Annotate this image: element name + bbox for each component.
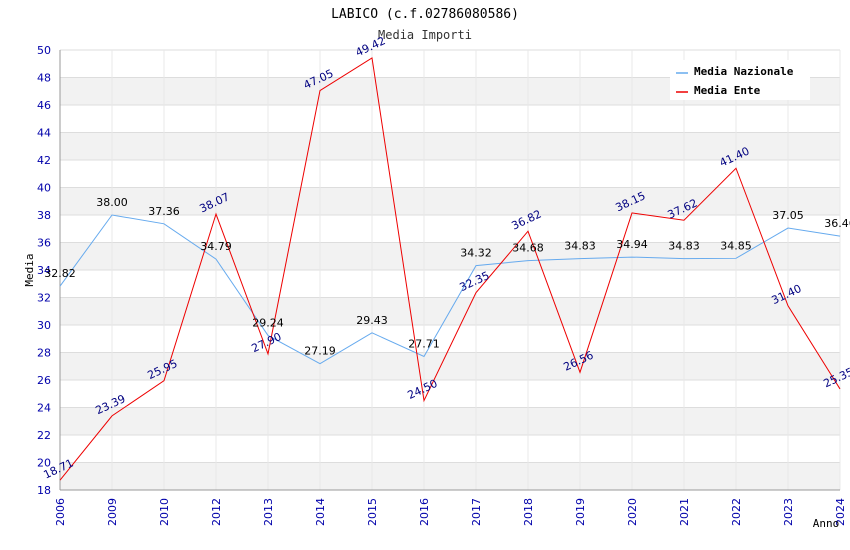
y-tick-label: 22: [37, 429, 51, 442]
x-axis-title: Anno: [813, 517, 840, 530]
x-tick-label: 2022: [730, 498, 743, 526]
y-tick-label: 30: [37, 319, 51, 332]
grid-band: [60, 352, 840, 380]
chart-title: LABICO (c.f.02786080586): [331, 7, 519, 22]
legend-box: [670, 60, 810, 100]
x-tick-label: 2023: [782, 498, 795, 526]
y-axis-title: Media: [23, 253, 36, 286]
x-tick-label: 2020: [626, 498, 639, 526]
grid-band: [60, 462, 840, 490]
x-tick-label: 2010: [158, 498, 171, 526]
series-line-nazionale: [59, 214, 841, 365]
y-tick-label: 20: [37, 457, 51, 470]
data-label-nazionale: 34.94: [616, 238, 648, 251]
data-label-nazionale: 37.36: [148, 205, 180, 218]
data-label-ente: 32.35: [457, 269, 491, 294]
grid-band: [60, 407, 840, 435]
data-label-ente: 24.50: [405, 377, 439, 402]
data-label-nazionale: 34.79: [200, 240, 232, 253]
series-lines: [59, 57, 841, 481]
grid-bands: [60, 77, 840, 490]
x-tick-label: 2009: [106, 498, 119, 526]
grid-band: [60, 242, 840, 270]
legend-label-ente: Media Ente: [694, 84, 761, 97]
data-label-nazionale: 27.71: [408, 337, 440, 350]
x-tick-label: 2014: [314, 498, 327, 526]
y-tick-label: 18: [37, 484, 51, 497]
data-label-nazionale: 29.24: [252, 316, 284, 329]
y-tick-labels: 18 20 22 24 26 28 30 32 34 36 38 40 42 44 46 48 50: [37, 44, 51, 497]
y-tick-label: 36: [37, 237, 51, 250]
data-label-nazionale: 34.83: [668, 240, 700, 253]
x-tick-label: 2012: [210, 498, 223, 526]
grid-band: [60, 187, 840, 215]
x-tick-label: 2015: [366, 498, 379, 526]
y-tick-label: 38: [37, 209, 51, 222]
x-tick-labels: 2006 2009 2010 2012 2013 2014 2015 2016 2017 2018…: [54, 498, 847, 526]
data-label-nazionale: 34.83: [564, 240, 596, 253]
x-tick-label: 2017: [470, 498, 483, 526]
x-tick-label: 2016: [418, 498, 431, 526]
y-tick-label: 46: [37, 99, 51, 112]
x-tick-label: 2013: [262, 498, 275, 526]
y-tick-label: 32: [37, 292, 51, 305]
grid-band: [60, 132, 840, 160]
x-tick-label: 2021: [678, 498, 691, 526]
x-tick-label: 2019: [574, 498, 587, 526]
chart-subtitle: Media Importi: [378, 28, 472, 42]
data-label-nazionale: 34.68: [512, 242, 544, 255]
data-label-nazionale: 27.19: [304, 345, 336, 358]
y-tick-label: 50: [37, 44, 51, 57]
data-label-nazionale: 34.32: [460, 247, 492, 260]
y-tick-label: 42: [37, 154, 51, 167]
y-tick-label: 34: [37, 264, 51, 277]
legend: Media Nazionale Media Ente: [670, 60, 810, 100]
y-tick-label: 48: [37, 72, 51, 85]
data-label-nazionale: 36.46: [824, 217, 850, 230]
data-label-ente: 49.42: [353, 34, 387, 59]
y-tick-label: 28: [37, 347, 51, 360]
y-tick-label: 24: [37, 402, 51, 415]
series-line-ente: [59, 57, 841, 481]
x-tick-label: 2024: [834, 498, 847, 526]
y-tick-label: 40: [37, 182, 51, 195]
data-label-nazionale: 37.05: [772, 209, 804, 222]
legend-label-nazionale: Media Nazionale: [694, 65, 794, 78]
grid-lines: [59, 49, 841, 491]
data-label-nazionale: 34.85: [720, 239, 752, 252]
x-tick-label: 2018: [522, 498, 535, 526]
data-label-nazionale: 32.82: [44, 267, 76, 280]
data-label-nazionale: 29.43: [356, 314, 388, 327]
y-tick-label: 26: [37, 374, 51, 387]
x-tick-label: 2006: [54, 498, 67, 526]
data-label-nazionale: 38.00: [96, 196, 128, 209]
y-tick-label: 44: [37, 127, 51, 140]
